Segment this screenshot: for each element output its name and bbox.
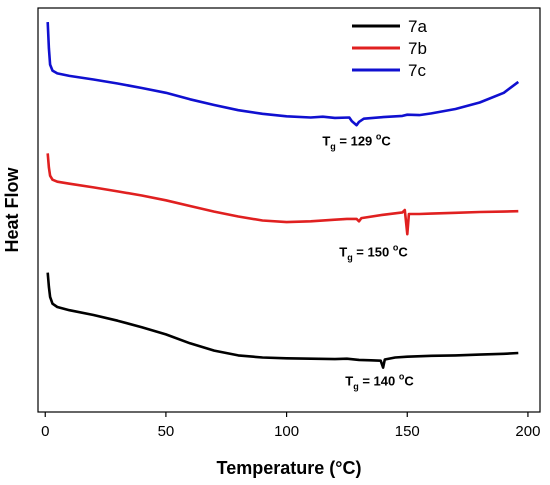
x-tick-label: 100 [274,423,299,440]
x-axis-label: Temperature (°C) [217,458,362,478]
x-axis-ticks: 0 50 100 150 200 [41,412,540,440]
series-layer [46,22,520,369]
legend-label-7b: 7b [408,39,427,58]
x-tick-label: 200 [515,423,540,440]
tg-annotation: Tg = 140 oC [345,372,414,392]
legend: 7a 7b 7c [352,17,427,80]
y-axis-label: Heat Flow [2,167,22,253]
legend-label-7c: 7c [408,61,426,80]
plot-frame [37,7,541,413]
legend-label-7a: 7a [408,17,427,36]
x-tick-label: 50 [158,423,175,440]
series-line-7a [46,272,519,369]
x-tick-label: 0 [41,423,49,440]
series-line-7b [46,153,519,236]
series-line-7c [46,22,520,127]
annotations: Tg = 129 oC Tg = 150 oC Tg = 140 oC [322,131,414,391]
tg-annotation: Tg = 150 oC [339,242,408,262]
x-tick-label: 150 [395,423,420,440]
tg-annotation: Tg = 129 oC [322,131,391,151]
